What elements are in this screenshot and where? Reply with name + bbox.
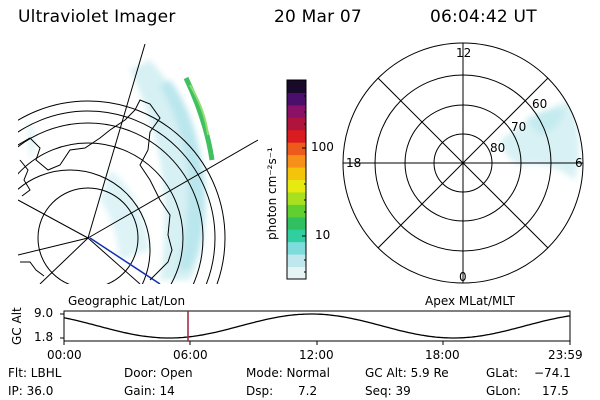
colorbar-tick-100: 100 (311, 140, 334, 154)
colorbar-unit-label: photon cm⁻²s⁻¹ (265, 147, 279, 240)
color-scale-segment (287, 266, 306, 280)
instrument-title: Ultraviolet Imager (18, 7, 176, 27)
mode-info: Mode: Normal (246, 366, 330, 380)
glat-label: GLat: (486, 366, 519, 380)
x-tick-2359: 23:59 (548, 348, 583, 362)
filter-info: Flt: LBHL (8, 366, 62, 380)
seq-info: Seq: 39 (365, 384, 411, 398)
glon-label: GLon: (486, 384, 521, 398)
color-scale-segment (287, 216, 306, 230)
apex-label: Apex MLat/MLT (425, 294, 515, 308)
color-scale-segment (287, 80, 306, 93)
color-scale-segment (287, 117, 306, 131)
dsp-value: 7.2 (298, 384, 318, 398)
glat-value: −74.1 (534, 366, 571, 380)
color-scale-segment (287, 229, 306, 243)
mlat-label-80: 80 (490, 141, 506, 155)
geographic-label: Geographic Lat/Lon (68, 294, 186, 308)
mlat-label-70: 70 (511, 120, 527, 134)
color-scale-bar (287, 80, 306, 280)
x-tick-1800: 18:00 (425, 348, 460, 362)
y-tick-1-8: 1.8 (34, 330, 54, 344)
glon-value: 17.5 (542, 384, 569, 398)
color-scale-segment (287, 241, 306, 255)
x-tick-0600: 06:00 (173, 348, 208, 362)
x-tick-0000: 00:00 (47, 348, 82, 362)
color-scale-ticks (302, 95, 306, 273)
gc-alt-info: GC Alt: 5.9 Re (365, 366, 449, 380)
dsp-label: Dsp: (246, 384, 274, 398)
mlt-label-12: 12 (456, 46, 472, 60)
color-scale-segment (287, 104, 306, 118)
gain-info: Gain: 14 (124, 384, 175, 398)
colorbar-tick-10: 10 (315, 228, 331, 242)
color-scale-frame (286, 79, 307, 280)
emission-region (28, 60, 206, 280)
x-tick-1200: 12:00 (299, 348, 334, 362)
altitude-axis-ticks (60, 313, 64, 339)
color-scale-segment (287, 92, 306, 106)
geographic-map (18, 44, 258, 284)
color-scale-segment (287, 179, 306, 193)
observation-date: 20 Mar 07 (274, 7, 362, 27)
polar-plot (342, 42, 584, 284)
latitude-circles (18, 100, 226, 284)
y-tick-9: 9.0 (34, 306, 54, 320)
color-scale-segment (287, 142, 306, 156)
color-scale-segment (287, 129, 306, 143)
ground-track (89, 237, 161, 284)
ip-info: IP: 36.0 (8, 384, 54, 398)
color-scale-segment (287, 204, 306, 218)
color-scale-segment (287, 191, 306, 205)
mlt-label-6: 6 (575, 156, 583, 170)
coastline (18, 99, 173, 281)
mlt-label-18: 18 (346, 156, 362, 170)
door-info: Door: Open (124, 366, 193, 380)
mlt-label-0: 0 (459, 270, 467, 284)
meridians (18, 44, 258, 284)
color-scale-segment (287, 167, 306, 180)
observation-time: 06:04:42 UT (430, 7, 537, 27)
color-scale-segment (287, 254, 306, 268)
mlat-label-60: 60 (532, 97, 548, 111)
time-axis-ticks (63, 341, 571, 345)
altitude-panel-frame (63, 310, 571, 342)
altitude-curve (63, 313, 571, 339)
color-scale-segment (287, 154, 306, 168)
polar-emission (500, 100, 579, 180)
gc-alt-axis-title: GC Alt (10, 307, 24, 345)
